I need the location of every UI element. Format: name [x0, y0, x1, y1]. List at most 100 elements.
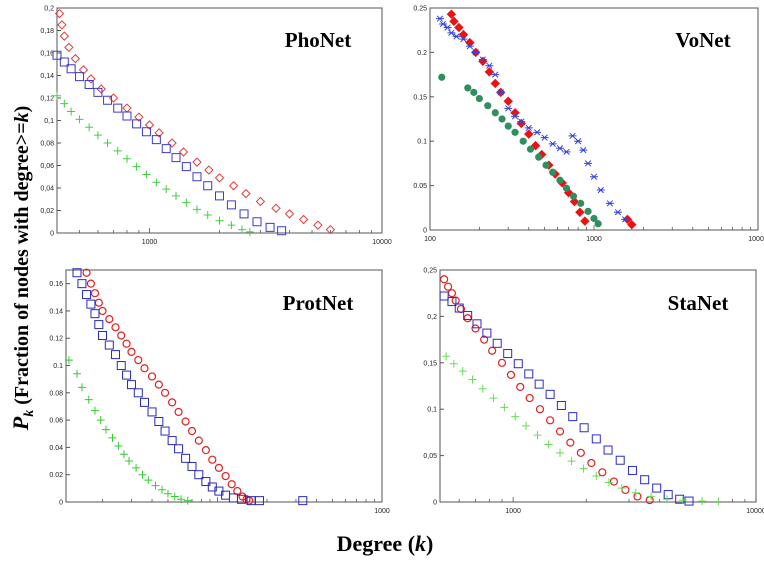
- data-point: [568, 412, 578, 422]
- data-point: [627, 465, 637, 475]
- data-point: [90, 289, 100, 298]
- y-tick-label: 0.25: [413, 6, 427, 13]
- data-point: [277, 226, 287, 236]
- data-point: [526, 145, 535, 153]
- data-point: [678, 496, 687, 505]
- data-point: [465, 43, 474, 50]
- data-point: [627, 219, 637, 230]
- data-point: [615, 455, 625, 465]
- data-point: [122, 111, 132, 121]
- data-point: [178, 147, 189, 157]
- data-point: [96, 84, 106, 94]
- data-point: [506, 370, 516, 379]
- data-point: [238, 225, 247, 234]
- y-tick-label: 0,14: [40, 73, 54, 80]
- data-point: [254, 496, 264, 506]
- data-point: [103, 139, 112, 147]
- series-3: [442, 352, 723, 506]
- data-point: [119, 450, 128, 459]
- data-point: [144, 476, 153, 485]
- data-point: [454, 22, 464, 33]
- data-point: [472, 319, 482, 329]
- data-point: [144, 120, 155, 130]
- data-point: [568, 132, 577, 140]
- data-point: [498, 115, 506, 123]
- data-point: [113, 146, 122, 155]
- data-point: [519, 137, 527, 145]
- data-point: [580, 216, 590, 226]
- series-1: [82, 268, 254, 505]
- data-point: [84, 80, 94, 89]
- data-point: [241, 188, 251, 199]
- data-point: [77, 279, 87, 289]
- data-point: [252, 217, 262, 227]
- data-point: [662, 495, 671, 504]
- x-axis-label: Degree (k): [337, 531, 434, 556]
- data-point: [151, 135, 161, 145]
- data-point: [313, 220, 323, 230]
- data-point: [108, 433, 117, 442]
- data-point: [545, 389, 555, 399]
- data-point: [555, 145, 564, 152]
- data-point: [57, 20, 67, 30]
- data-point: [584, 160, 593, 167]
- data-point: [562, 148, 571, 156]
- y-tick-label: 0: [433, 500, 437, 507]
- data-point: [443, 24, 452, 31]
- data-point: [594, 220, 602, 228]
- data-point: [555, 427, 565, 436]
- data-point: [168, 398, 177, 407]
- data-point: [533, 129, 542, 136]
- data-point: [492, 338, 502, 348]
- y-tick-label: 0,05: [423, 453, 437, 460]
- chart-protnet: 0 0.02 0.04 0.06 0.08 0.1 0.12 0.14 0.16 1000 Prot…: [49, 268, 390, 515]
- data-point: [90, 406, 99, 415]
- panel-title: ProtNet: [283, 291, 354, 315]
- data-point: [577, 199, 585, 207]
- data-point: [86, 299, 96, 309]
- data-point: [125, 457, 134, 466]
- data-point: [504, 122, 512, 130]
- y-tick-label: 0.15: [413, 94, 427, 101]
- y-tick-label: 0,2: [427, 314, 437, 321]
- data-point: [154, 380, 163, 389]
- data-point: [464, 84, 472, 92]
- data-point: [591, 434, 601, 444]
- y-tick-label: 0,04: [40, 186, 54, 193]
- data-point: [176, 495, 185, 504]
- plot-frame: [65, 269, 383, 503]
- data-point: [111, 323, 120, 332]
- data-point: [265, 222, 275, 232]
- data-point: [116, 361, 126, 371]
- data-point: [215, 216, 224, 225]
- data-point: [556, 400, 566, 410]
- y-tick-label: 0.2: [417, 50, 427, 57]
- data-point: [298, 496, 308, 506]
- data-point: [491, 109, 499, 117]
- data-point: [569, 192, 578, 200]
- data-point: [226, 200, 236, 210]
- data-point: [192, 157, 202, 167]
- data-point: [203, 181, 213, 191]
- data-point: [535, 153, 543, 161]
- data-point: [503, 349, 513, 359]
- data-point: [540, 134, 549, 141]
- data-point: [484, 67, 495, 77]
- data-point: [162, 185, 171, 194]
- x-tick-label: 100: [424, 236, 436, 243]
- data-point: [576, 448, 585, 457]
- data-point: [562, 184, 571, 192]
- data-point: [174, 407, 183, 417]
- data-point: [126, 380, 136, 390]
- data-point: [513, 359, 523, 369]
- data-point: [544, 440, 553, 449]
- data-point: [215, 191, 224, 201]
- data-point: [139, 397, 149, 407]
- data-point: [181, 453, 191, 463]
- data-point: [161, 144, 171, 154]
- data-point: [132, 162, 141, 171]
- series-2: [435, 15, 630, 223]
- data-point: [154, 128, 164, 138]
- data-point: [201, 477, 211, 487]
- data-point: [167, 436, 177, 446]
